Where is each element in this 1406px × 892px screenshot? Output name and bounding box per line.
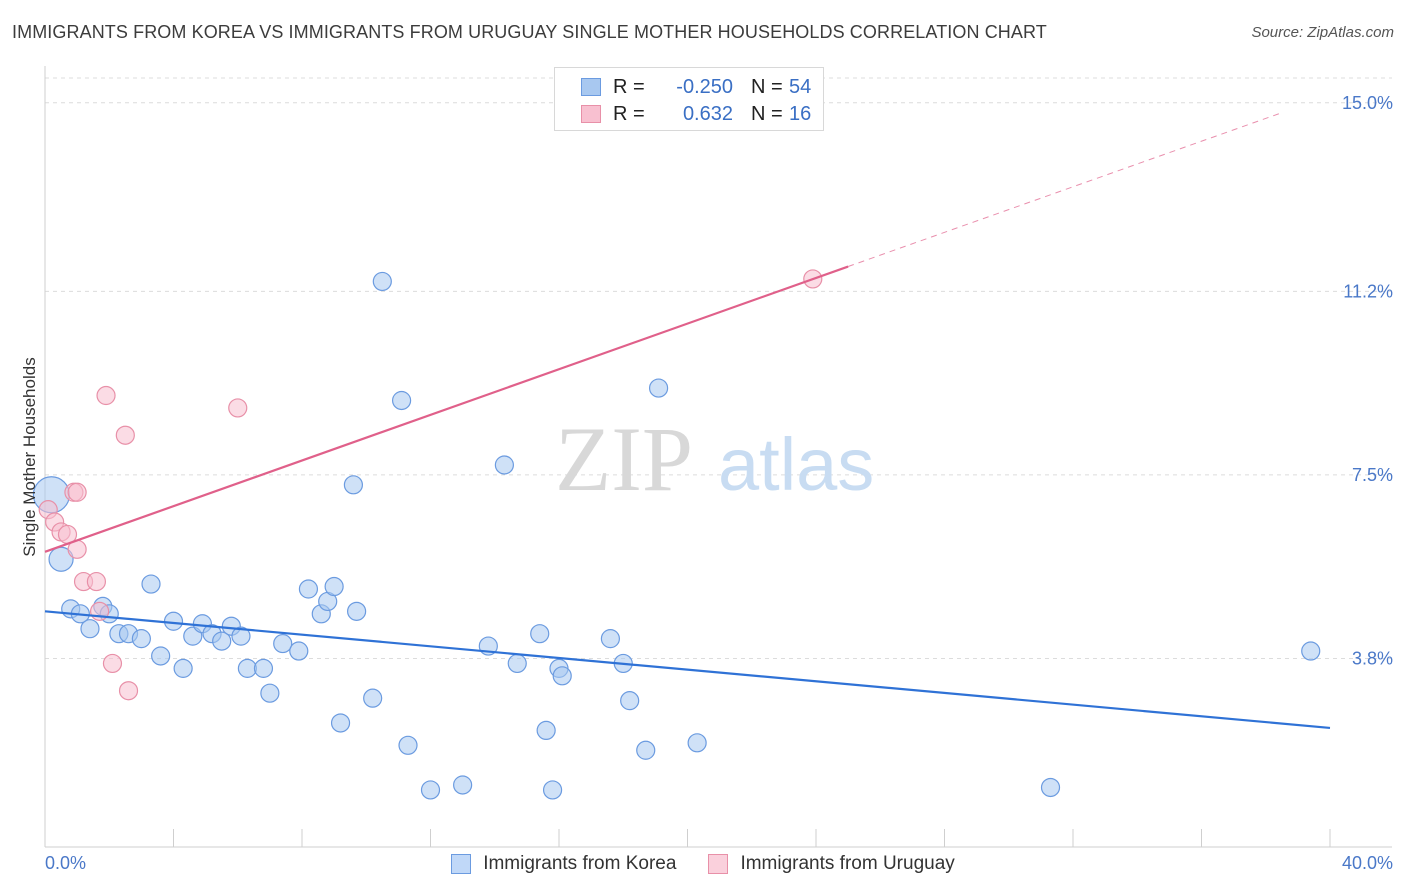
korea-point [600,629,621,649]
legend-r-label: R = [613,102,645,125]
korea-point [507,653,527,674]
chart-title: IMMIGRANTS FROM KOREA VS IMMIGRANTS FROM… [12,22,1047,42]
trend-lines [44,112,1331,730]
korea-point [552,666,572,686]
korea-point [141,574,161,594]
korea-point [1301,641,1321,661]
legend-n-label: N = [751,75,783,98]
legend-row-korea: R = -0.250 N = 54 [581,74,811,100]
y-tick-label: 7.5% [1352,465,1393,485]
y-tick-label: 15.0% [1342,93,1393,113]
y-tick-label: 11.2% [1343,281,1393,301]
korea-point [494,455,514,475]
korea-point [237,658,257,678]
korea-point [648,378,669,398]
korea-point [330,713,351,733]
source-label: Source: ZipAtlas.com [1251,24,1394,41]
korea-point [347,601,367,621]
legend-label-korea: Immigrants from Korea [483,853,677,874]
legend-r-label: R = [613,75,645,98]
korea-point [536,720,556,741]
legend-item-uruguay[interactable]: Immigrants from Uruguay [708,853,955,875]
korea-point [80,619,100,639]
korea-point [391,390,412,411]
korea-point [372,271,392,292]
x-tick-label: 0.0% [45,853,86,873]
series-uruguay-points [38,269,823,701]
watermark-zip: ZIP [555,408,693,510]
legend-r-value: -0.250 [676,75,733,98]
y-tick-label: 3.8% [1352,648,1393,668]
korea-point [542,780,563,800]
korea-point [530,624,550,644]
legend-swatch-uruguay [581,105,601,123]
korea-point [212,631,232,651]
korea-point [398,735,418,755]
tick-labels: 3.8% 7.5% 11.2% 15.0% 0.0% 40.0% [45,93,1393,873]
legend-n-label: N = [751,102,783,125]
korea-trend-line [44,610,1331,730]
axes [44,66,1392,848]
legend-n-value: 54 [789,75,812,98]
legend-label-uruguay: Immigrants from Uruguay [740,853,955,874]
korea-point [636,740,656,760]
series-korea-points [32,271,1321,800]
legend-swatch-korea [581,78,601,96]
korea-point [289,641,309,661]
korea-point [363,688,383,708]
legend-row-uruguay: R = 0.632 N = 16 [581,101,811,127]
gridlines [45,77,1392,659]
uruguay-point [118,681,139,701]
uruguay-trend-extension [847,112,1282,268]
korea-point [453,775,473,795]
korea-point [343,475,363,495]
correlation-legend: R = -0.250 N = 54 R = 0.632 N = 16 [554,67,824,131]
korea-point [260,683,280,703]
korea-point [1040,777,1061,798]
korea-point [620,691,640,711]
legend-swatch-uruguay [708,854,729,874]
uruguay-point [67,482,87,502]
y-axis-title: Single Mother Households [20,357,39,556]
korea-point [687,733,707,753]
korea-point [163,611,184,631]
uruguay-point [115,425,135,445]
legend-n-value: 16 [789,102,812,125]
x-tick-label: 40.0% [1342,853,1393,873]
korea-point [253,658,274,678]
uruguay-trend-line [44,265,849,553]
uruguay-point [96,385,116,406]
korea-point [173,658,193,678]
uruguay-point [228,398,248,418]
uruguay-point [102,653,123,674]
korea-point [131,629,151,649]
korea-point [151,646,171,666]
korea-point [324,576,344,597]
korea-point [231,626,251,646]
korea-point [273,633,293,654]
watermark-atlas: atlas [718,423,874,506]
legend-swatch-korea [451,854,472,874]
series-legend: Immigrants from Korea Immigrants from Ur… [0,851,1406,877]
legend-r-value: 0.632 [682,102,733,125]
korea-point [420,780,441,800]
korea-point [298,579,319,599]
legend-item-korea[interactable]: Immigrants from Korea [451,853,676,875]
uruguay-point [86,571,107,592]
